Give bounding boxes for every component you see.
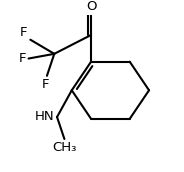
Text: F: F <box>18 52 26 65</box>
Text: CH₃: CH₃ <box>52 141 77 154</box>
Text: HN: HN <box>35 110 54 123</box>
Text: F: F <box>41 78 49 91</box>
Text: O: O <box>86 0 96 13</box>
Text: F: F <box>20 26 28 39</box>
